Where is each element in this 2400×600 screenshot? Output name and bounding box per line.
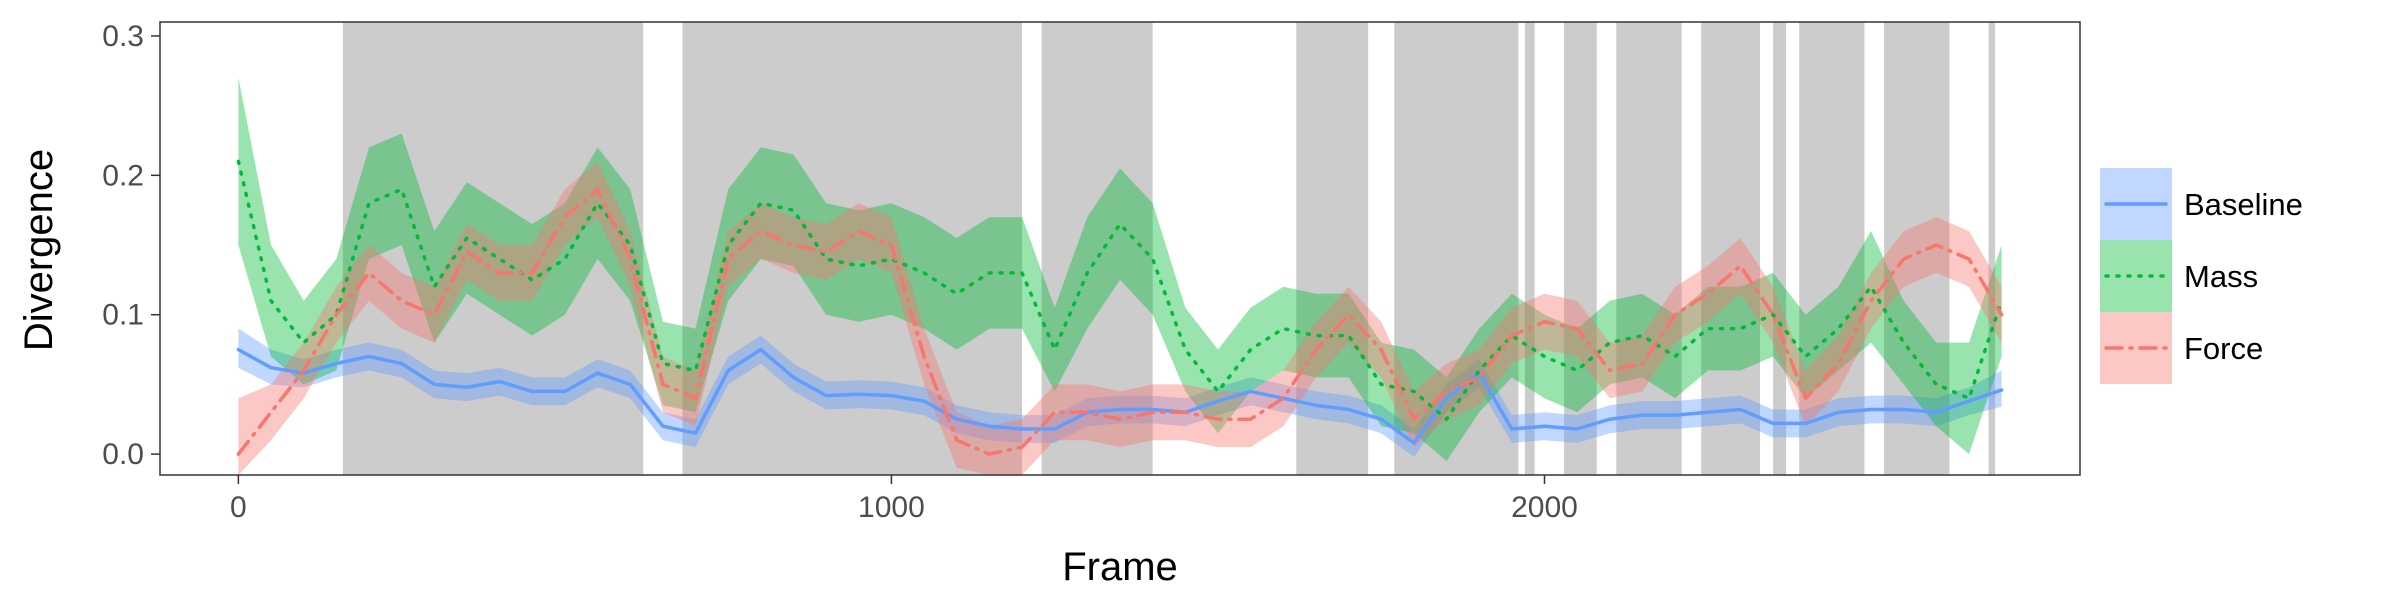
- x-tick-label-0: 0: [230, 491, 247, 524]
- ribbon-force: [238, 161, 2002, 475]
- legend-item-baseline: Baseline: [2100, 168, 2303, 240]
- shaded-region-7: [1616, 22, 1682, 475]
- shaded-region-12: [1988, 22, 1996, 475]
- y-axis-title: Divergence: [17, 149, 61, 351]
- x-tick-label-2: 2000: [1511, 491, 1578, 524]
- legend-label-baseline: Baseline: [2184, 187, 2303, 222]
- shaded-region-0: [342, 22, 644, 475]
- line-force: [236, 187, 2004, 456]
- legend-item-force: Force: [2100, 312, 2263, 384]
- series-lines: [236, 159, 2004, 456]
- ribbon-baseline: [238, 328, 2002, 457]
- shaded-region-9: [1773, 22, 1787, 475]
- shaded-region-2: [1041, 22, 1153, 475]
- x-axis-title: Frame: [1062, 545, 1178, 589]
- legend: Baseline Mass Force: [2100, 168, 2303, 384]
- y-tick-label-3: 0.3: [102, 20, 144, 53]
- line-baseline: [236, 347, 2004, 445]
- x-axis: 0 1000 2000: [230, 475, 1578, 524]
- y-tick-label-1: 0.1: [102, 299, 144, 332]
- legend-label-mass: Mass: [2184, 259, 2258, 294]
- x-tick-label-1: 1000: [858, 491, 925, 524]
- shaded-region-10: [1799, 22, 1865, 475]
- line-mass: [236, 159, 2004, 421]
- shaded-region-8: [1701, 22, 1760, 475]
- shaded-region-6: [1564, 22, 1597, 475]
- shaded-region-11: [1884, 22, 1950, 475]
- plot-panel: [159, 21, 2081, 476]
- legend-item-mass: Mass: [2100, 240, 2258, 312]
- y-tick-label-0: 0.0: [102, 438, 144, 471]
- shaded-region-4: [1394, 22, 1519, 475]
- legend-label-force: Force: [2184, 331, 2263, 366]
- panel-border: [159, 21, 2081, 476]
- shaded-region-3: [1296, 22, 1369, 475]
- y-tick-label-2: 0.2: [102, 159, 144, 192]
- y-axis: 0.0 0.1 0.2 0.3: [102, 20, 160, 471]
- shaded-regions: [342, 22, 1996, 475]
- shaded-region-5: [1524, 22, 1535, 475]
